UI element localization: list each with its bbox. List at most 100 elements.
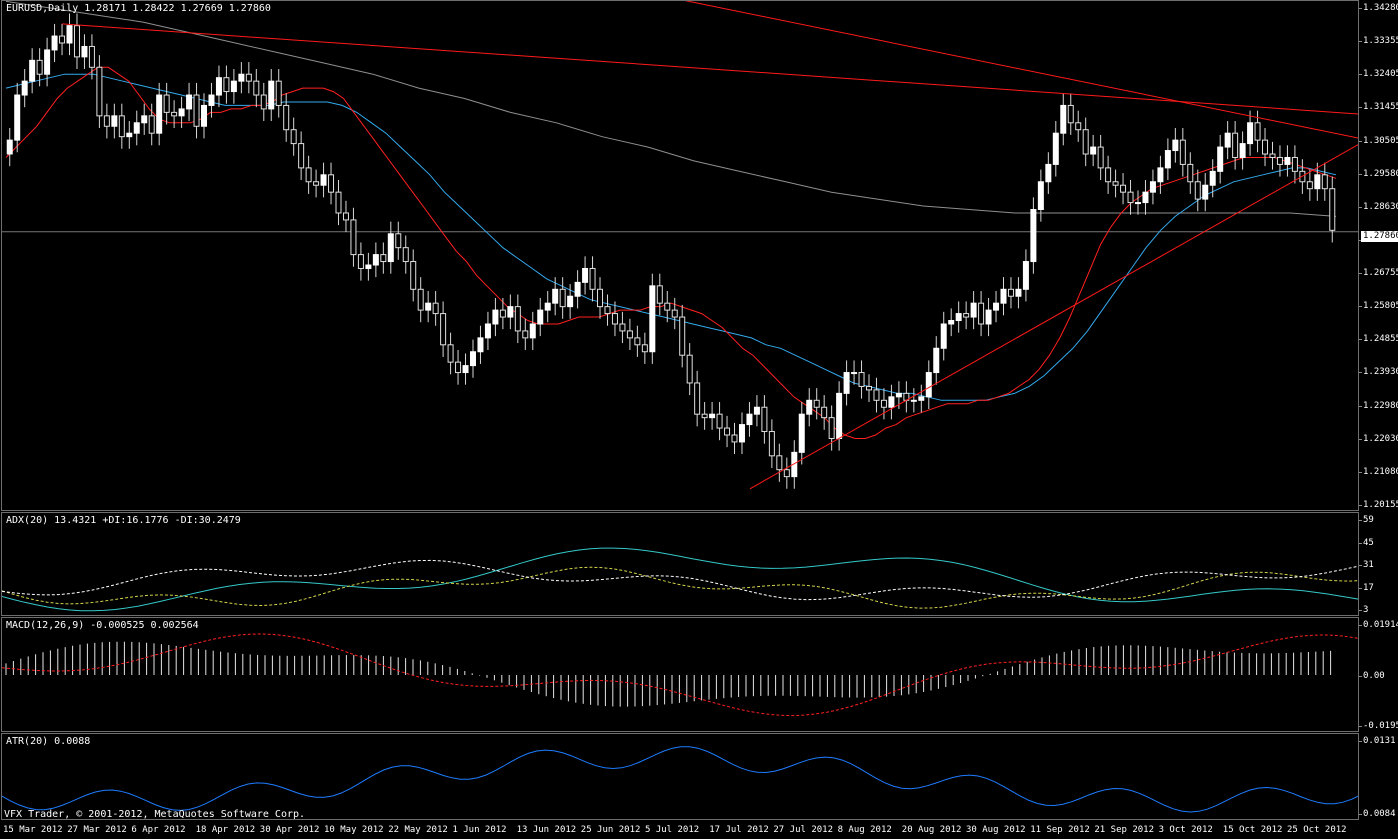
candle-body [223, 77, 230, 93]
candle-body [1269, 153, 1276, 158]
time-label: 10 May 2012 [324, 825, 384, 835]
candle-body [582, 267, 589, 283]
candle-body [694, 382, 701, 415]
candle-body [1202, 184, 1209, 200]
price-axis: 1.34280 1.33355 1.32405 1.31455 1.30505 1.295… [1359, 0, 1398, 511]
candle-body [492, 309, 499, 325]
candle-body [798, 413, 805, 453]
candle-body [1329, 188, 1336, 231]
adx-pane[interactable]: ADX(20) 13.4321 +DI:16.1776 -DI:30.2479 [1, 512, 1359, 616]
candle-body [1291, 156, 1298, 172]
candle-body [365, 264, 372, 269]
candle-body [208, 94, 215, 106]
candle-body [432, 302, 439, 315]
axis-tick: 0.01914 [1359, 620, 1398, 630]
axis-tick: -0.01955 [1358, 721, 1398, 731]
candle-body [933, 347, 940, 374]
candle-body [948, 320, 955, 325]
candle-body [978, 302, 985, 325]
axis-tick: 31 [1359, 560, 1374, 570]
candle-body [335, 191, 342, 214]
candle-body [866, 385, 873, 391]
candle-body [283, 104, 290, 131]
axis-tick: 1.24855 [1359, 334, 1398, 344]
axis-tick: 1.23930 [1359, 367, 1398, 377]
candle-body [29, 59, 36, 82]
candle-body [1127, 191, 1134, 204]
candle-body [851, 372, 858, 375]
minus-di-line [2, 559, 1358, 601]
candle-body [387, 233, 394, 263]
time-label: 8 Aug 2012 [837, 825, 892, 835]
candle-body [1187, 163, 1194, 183]
axis-tick: 45 [1359, 537, 1374, 548]
axis-tick: 1.31455 [1359, 102, 1398, 112]
candle-body [81, 45, 88, 58]
candle-body [253, 80, 260, 96]
candle-body [567, 295, 574, 308]
candle-body [14, 94, 21, 141]
candle-body [1120, 184, 1127, 193]
copyright-text: VFX Trader, © 2001-2012, MetaQuotes Soft… [4, 809, 306, 820]
candle-body [1239, 143, 1246, 158]
candle-body [1149, 181, 1156, 193]
candle-body [836, 392, 843, 439]
candle-body [559, 288, 566, 308]
time-label: 5 Jul 2012 [645, 825, 700, 835]
candle-body [1105, 167, 1112, 183]
candle-body [44, 49, 51, 75]
plus-di-line [2, 566, 1358, 609]
candle-body [298, 143, 305, 169]
adx-header: ADX(20) 13.4321 +DI:16.1776 -DI:30.2479 [6, 515, 241, 526]
candle-body [313, 181, 320, 186]
candle-body [611, 313, 618, 325]
price-chart-pane[interactable]: EURUSD,Daily 1.28171 1.28422 1.27669 1.2… [1, 0, 1359, 511]
candle-body [484, 323, 491, 339]
candle-body [462, 365, 469, 374]
macd-pane[interactable]: MACD(12,26,9) -0.000525 0.002564 [1, 617, 1359, 732]
macd-chart [2, 633, 1358, 717]
candle-body [873, 389, 880, 401]
candle-body [1224, 132, 1231, 148]
candle-body [171, 111, 178, 117]
axis-tick: 59 [1359, 515, 1374, 525]
candle-body [1015, 288, 1022, 297]
candle-body [320, 174, 327, 186]
candle-body [163, 94, 170, 113]
candle-body [641, 344, 648, 353]
candle-body [626, 330, 633, 339]
candle-body [193, 94, 200, 127]
candle-body [96, 66, 103, 117]
atr-header: ATR(20) 0.0088 [6, 736, 91, 747]
candle-body [940, 323, 947, 349]
candle-body [656, 285, 663, 304]
candle-body [1060, 104, 1067, 134]
candle-body [634, 337, 641, 346]
candle-body [88, 45, 95, 68]
candle-body [843, 372, 850, 394]
candle-body [245, 73, 252, 82]
adx-axis: 59 45 31 17 3 [1358, 512, 1398, 616]
candle-body [753, 406, 760, 415]
time-label: 1 Jun 2012 [452, 825, 507, 835]
candle-body [1090, 146, 1097, 155]
candle-body [1037, 181, 1044, 211]
candle-body [103, 115, 110, 127]
candle-body [664, 302, 671, 311]
candle-body [738, 424, 745, 443]
candle-body [1067, 104, 1074, 124]
candle-body [1022, 261, 1029, 290]
candle-body [410, 261, 417, 290]
atr-line [2, 746, 1358, 813]
candle-body [1194, 181, 1201, 200]
atr-pane[interactable]: ATR(20) 0.0088 [1, 733, 1359, 820]
candle-body [806, 399, 813, 415]
axis-tick: 1.20155 [1359, 500, 1398, 510]
candle-body [821, 406, 828, 419]
candle-body [888, 396, 895, 408]
candle-body [1179, 139, 1186, 165]
axis-tick: 1.25805 [1359, 301, 1398, 311]
axis-tick: 1.28630 [1359, 202, 1398, 212]
candle-body [574, 281, 581, 297]
last-price-badge: 1.27860 [1361, 231, 1398, 242]
